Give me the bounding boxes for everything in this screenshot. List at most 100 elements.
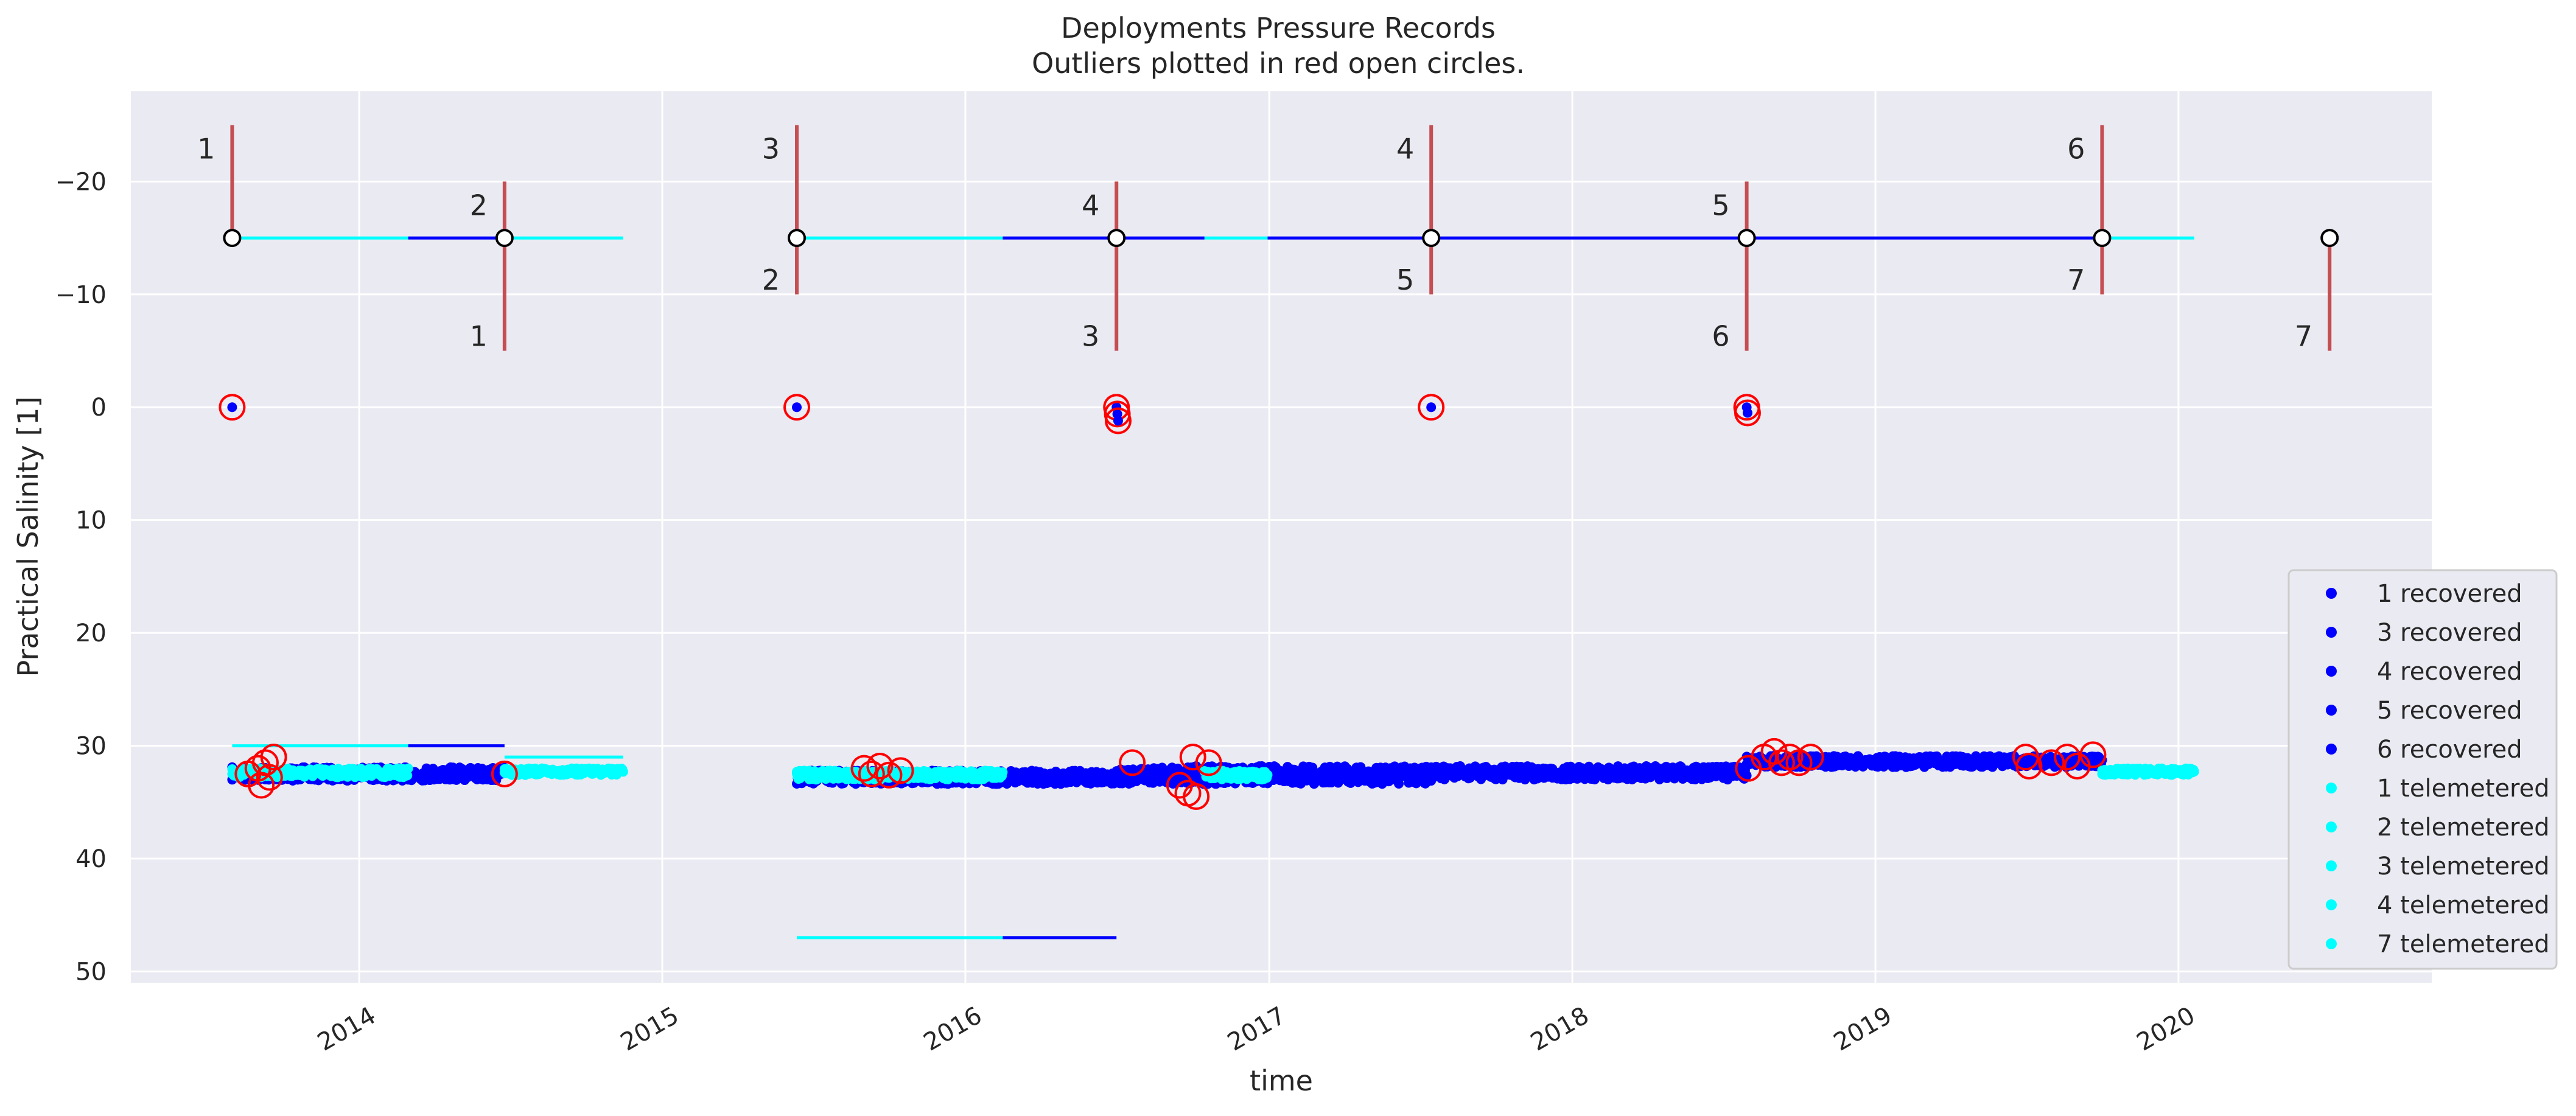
outlier-circle	[1195, 749, 1222, 776]
legend-entry: 5 recovered	[2377, 697, 2522, 725]
data-series	[227, 751, 2199, 789]
deployment-label: 1	[197, 133, 215, 166]
deployment-label: 2	[470, 189, 488, 221]
outlier-point	[792, 402, 802, 413]
x-axis-ticks: 2014 2015 2016 2017 2018 2019 2020	[313, 1002, 2200, 1057]
deployment-label: 2	[762, 263, 780, 296]
data-point	[1394, 778, 1404, 789]
outlier-circle	[887, 757, 914, 784]
series-7-telemetered	[2097, 763, 2199, 780]
outlier-circle	[1768, 749, 1795, 776]
outlier-point	[227, 402, 237, 413]
legend-entry: 6 recovered	[2377, 736, 2522, 764]
outlier-circle	[1119, 749, 1146, 776]
deployment-label: 1	[470, 320, 488, 353]
deployment-label: 6	[1712, 320, 1729, 353]
outlier-circle	[256, 764, 283, 791]
legend-entry: 1 telemetered	[2377, 775, 2550, 803]
outlier-circle	[1183, 783, 1210, 811]
legend-marker	[2326, 783, 2337, 793]
data-point	[2189, 766, 2199, 776]
y-tick-label: 50	[75, 958, 107, 986]
data-point	[402, 770, 413, 781]
outlier-circle	[219, 394, 246, 421]
outlier-circle	[2015, 752, 2043, 779]
series-4-telemetered	[1199, 766, 1273, 785]
deployment-label: 5	[1712, 189, 1729, 221]
y-tick-label: 0	[91, 394, 107, 422]
deployment-marker-circle	[495, 229, 514, 248]
deployment-marker-circle	[2320, 229, 2339, 248]
y-axis-label: Practical Salinity [1]	[12, 397, 44, 677]
chart-title: Deployments Pressure Records	[1061, 12, 1496, 44]
legend-marker	[2326, 588, 2337, 599]
series-6-recovered	[1741, 751, 2107, 772]
data-point	[403, 763, 413, 773]
x-tick-label: 2020	[2132, 1002, 2200, 1057]
y-tick-label: 10	[75, 507, 107, 535]
legend-entry: 3 recovered	[2377, 619, 2522, 647]
legend-marker	[2326, 860, 2337, 871]
y-tick-label: 20	[75, 619, 107, 647]
legend-entry: 2 telemetered	[2377, 814, 2550, 842]
outlier-circle	[783, 394, 811, 421]
outlier-circle	[875, 761, 903, 789]
deployment-label: 7	[2067, 263, 2085, 296]
x-tick-label: 2017	[1223, 1002, 1290, 1057]
outliers	[219, 394, 2107, 811]
deployment-label: 4	[1396, 133, 1414, 166]
legend-marker	[2326, 744, 2337, 755]
y-axis-ticks: −20 −10 0 10 20 30 40 50	[55, 168, 107, 986]
legend-marker	[2326, 705, 2337, 716]
legend-entry: 4 telemetered	[2377, 891, 2550, 919]
outlier-circle	[2054, 744, 2081, 771]
x-tick-label: 2014	[313, 1002, 380, 1057]
x-tick-label: 2015	[616, 1002, 684, 1057]
legend-entry: 7 telemetered	[2377, 930, 2550, 958]
outlier-circle	[491, 760, 518, 787]
deployment-marker-circle	[223, 229, 242, 248]
x-tick-label: 2018	[1526, 1002, 1594, 1057]
outlier-circle	[850, 755, 878, 782]
outlier-circle	[251, 749, 279, 776]
outlier-point	[1113, 416, 1123, 426]
legend-marker	[2326, 627, 2337, 638]
outlier-circle	[1418, 394, 1445, 421]
plot-area	[131, 91, 2432, 983]
outlier-point	[1426, 402, 1437, 413]
legend: 1 recovered 3 recovered 4 recovered 5 recov…	[2287, 569, 2558, 970]
series-1-telemetered	[227, 763, 413, 783]
chart-subtitle: Outliers plotted in red open circles.	[1032, 47, 1525, 80]
legend-marker	[2326, 666, 2337, 677]
data-point	[998, 767, 1008, 778]
deployment-marker-circle	[1422, 229, 1441, 248]
deployment-label: 7	[2295, 320, 2312, 353]
grid	[131, 91, 2432, 983]
y-tick-label: 40	[75, 845, 107, 873]
deployment-label: 5	[1396, 263, 1414, 296]
legend-marker	[2326, 938, 2337, 949]
outlier-circle	[1797, 744, 1824, 771]
deployment-label: 4	[1082, 189, 1099, 221]
horizontal-lines	[232, 744, 1117, 940]
outlier-circle	[1734, 399, 1761, 427]
deployment-markers: 1 2 1 3 2 4 3 4 5 5 6 6 7 7	[197, 125, 2339, 353]
deployment-marker-circle	[1107, 229, 1126, 248]
deployment-label: 3	[762, 133, 780, 166]
series-4-recovered	[1111, 761, 1437, 789]
x-tick-label: 2019	[1829, 1002, 1897, 1057]
series-2-telemetered	[499, 763, 628, 780]
deployment-marker-circle	[2093, 229, 2112, 248]
outlier-circle	[260, 744, 287, 771]
deployment-label: 6	[2067, 133, 2085, 166]
legend-marker	[2326, 899, 2337, 910]
outlier-circle	[2079, 741, 2107, 769]
outlier-circle	[1179, 744, 1206, 771]
outlier-point	[1742, 408, 1752, 418]
y-tick-label: −10	[55, 281, 107, 309]
legend-entry: 3 telemetered	[2377, 853, 2550, 881]
legend-marker	[2326, 821, 2337, 832]
legend-entry: 4 recovered	[2377, 658, 2522, 686]
series-5-recovered	[1426, 761, 1752, 785]
